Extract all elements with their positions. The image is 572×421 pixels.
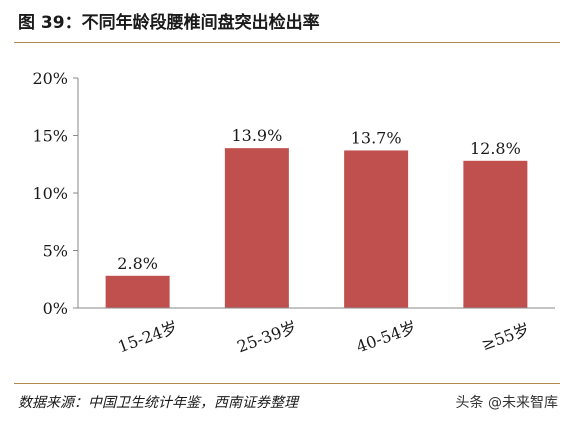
data-label: 13.9% xyxy=(231,126,282,145)
data-label: 13.7% xyxy=(351,128,402,147)
figure-title: 图 39：不同年龄段腰椎间盘突出检出率 xyxy=(18,13,320,33)
source-note: 数据来源：中国卫生统计年鉴，西南证券整理 xyxy=(18,395,298,411)
y-axis: 0% 5% 10% 15% 20% xyxy=(32,69,79,318)
y-tick-label: 10% xyxy=(32,184,68,203)
watermark: 头条 @未来智库 xyxy=(455,395,558,411)
x-tick-label: 15-24岁 xyxy=(115,317,180,356)
bar xyxy=(105,275,170,308)
bar xyxy=(344,150,409,308)
bar xyxy=(224,148,289,308)
data-labels: 2.8% 13.9% 13.7% 12.8% xyxy=(117,126,520,273)
bar-chart: 0% 5% 10% 15% 20% 2.8% 13.9% 13.7% 12.8% 15-24岁… xyxy=(32,69,555,356)
bar xyxy=(463,160,528,308)
y-tick-label: 0% xyxy=(43,299,68,318)
x-tick-label: 40-54岁 xyxy=(354,317,419,356)
footer-divider xyxy=(14,383,560,384)
y-tick-label: 5% xyxy=(43,242,68,261)
x-tick-label: ≥55岁 xyxy=(479,319,532,354)
bars xyxy=(105,148,528,308)
y-tick-label: 15% xyxy=(32,127,68,146)
data-label: 12.8% xyxy=(470,139,521,158)
data-label: 2.8% xyxy=(117,254,158,273)
x-tick-label: 25-39岁 xyxy=(235,317,300,356)
x-axis: 15-24岁 25-39岁 40-54岁 ≥55岁 xyxy=(78,307,555,356)
title-divider xyxy=(14,42,560,43)
y-tick-label: 20% xyxy=(32,69,68,88)
